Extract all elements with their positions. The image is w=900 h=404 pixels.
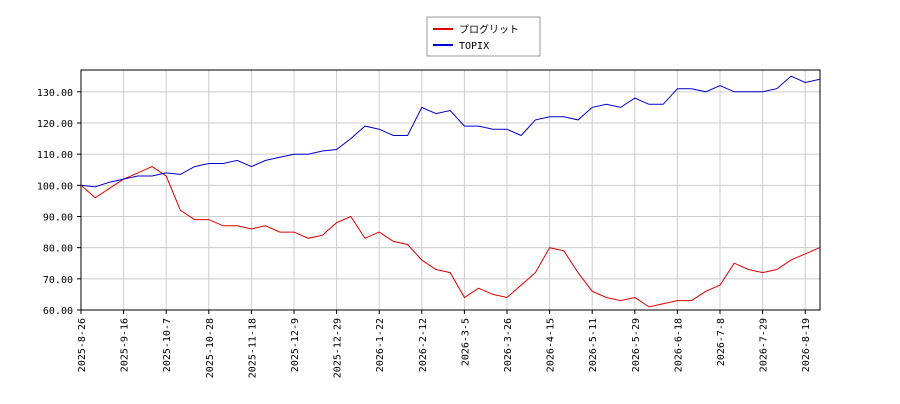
x-tick-label: 2026-3-5	[460, 318, 471, 366]
x-tick-label: 2026-6-18	[673, 318, 684, 372]
legend-label: プログリット	[459, 23, 519, 36]
legend-box	[426, 16, 541, 57]
x-tick-label: 2025-8-26	[77, 318, 88, 372]
y-tick-label: 60.00	[43, 306, 73, 317]
y-tick-label: 130.00	[37, 88, 73, 99]
x-tick-label: 2026-1-22	[375, 318, 386, 372]
x-tick-label: 2025-11-18	[247, 318, 258, 378]
y-tick-label: 120.00	[37, 119, 73, 130]
x-tick-label: 2025-10-7	[162, 318, 173, 372]
y-tick-label: 100.00	[37, 181, 73, 192]
x-tick-label: 2025-12-29	[333, 318, 344, 378]
series-line	[80, 75, 820, 188]
x-tick-label: 2025-12-9	[290, 318, 301, 372]
x-tick-label: 2026-7-29	[759, 318, 770, 372]
series-line	[80, 166, 820, 308]
x-tick-label: 2026-5-11	[588, 318, 599, 372]
x-tick-label: 2026-4-15	[546, 318, 557, 372]
plot-frame	[80, 69, 821, 311]
y-tick-label: 110.00	[37, 150, 73, 161]
x-tick-label: 2025-10-28	[205, 318, 216, 378]
y-tick-label: 80.00	[43, 244, 73, 255]
x-tick-label: 2026-5-29	[631, 318, 642, 372]
legend-label: TOPIX	[459, 41, 489, 52]
x-tick-label: 2025-9-16	[120, 318, 131, 372]
x-tick-label: 2026-3-26	[503, 318, 514, 372]
x-tick-label: 2026-2-12	[418, 318, 429, 372]
y-tick-label: 70.00	[43, 275, 73, 286]
y-tick-label: 90.00	[43, 212, 73, 223]
x-tick-label: 2026-7-8	[716, 318, 727, 366]
x-tick-label: 2026-8-19	[801, 318, 812, 372]
